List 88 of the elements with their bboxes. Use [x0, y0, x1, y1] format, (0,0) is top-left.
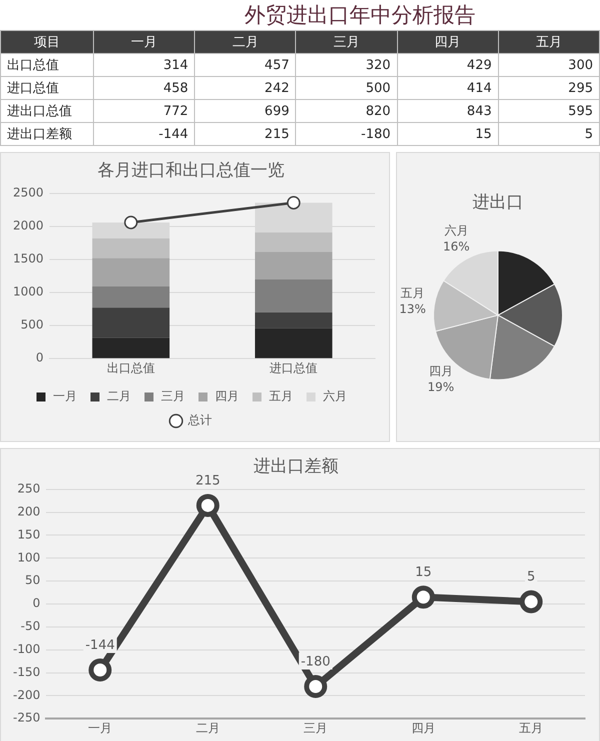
legend-label: 一月 [53, 389, 77, 404]
y-tick-label: 100 [17, 550, 40, 564]
x-tick-label: 三月 [304, 720, 328, 735]
series-label: 进出口总值 [0, 100, 94, 122]
bar [92, 338, 170, 358]
y-tick-label: 2500 [12, 186, 44, 200]
data-label: 595 [498, 100, 600, 122]
slice-label: 五月 [400, 286, 425, 300]
data-label: 458 [94, 76, 195, 100]
data-label: -144 [85, 638, 115, 653]
y-tick-label: 150 [17, 527, 40, 542]
legend-label: 六月 [323, 389, 347, 404]
x-tick-label: 四月 [411, 720, 436, 735]
bar [254, 328, 332, 358]
point [196, 494, 220, 517]
chart-title: 各月进口和出口总值一览 [98, 160, 284, 181]
data-label: 414 [397, 76, 498, 100]
bar [254, 232, 332, 252]
x-tick-label: 二月 [196, 720, 220, 735]
y-tick-label: -150 [13, 664, 40, 679]
bar [92, 308, 170, 338]
y-tick-label: 200 [17, 504, 40, 518]
data-label: 699 [194, 100, 296, 122]
y-tick-label: -50 [20, 619, 40, 634]
point [88, 658, 112, 682]
category-label: 一月 [94, 30, 195, 54]
y-tick-label: 1500 [12, 252, 44, 266]
legend-label: 总计 [187, 413, 212, 428]
data-label: 820 [296, 100, 398, 122]
y-tick-label: -200 [13, 688, 40, 702]
text: 外贸进出口年中分析报告 [244, 2, 476, 29]
data-label: 457 [194, 54, 296, 76]
category-label: 二月 [194, 30, 296, 54]
data-label: -180 [300, 654, 330, 670]
data-label: 320 [296, 54, 398, 76]
bar [254, 279, 332, 312]
series-label: 出口总值 [0, 54, 94, 76]
legend-label: 三月 [161, 389, 185, 404]
data-label: 15 [397, 122, 498, 146]
data-label: 242 [194, 76, 296, 100]
data-label: 15 [415, 565, 432, 580]
y-tick-label: 250 [17, 482, 40, 496]
data-label: 215 [195, 473, 220, 488]
y-tick-label: -100 [13, 642, 40, 656]
legend-label: 四月 [215, 389, 239, 404]
y-tick-label: 0 [32, 596, 40, 610]
y-tick-label: 0 [36, 350, 44, 365]
y-tick-label: 50 [24, 573, 40, 588]
data-label: 295 [498, 76, 600, 100]
series-label: 进口总值 [0, 76, 94, 100]
bar [92, 238, 170, 258]
point [412, 586, 435, 609]
data-label: 13% [399, 302, 426, 316]
data-label: 5 [526, 570, 536, 585]
data-label: 19% [427, 380, 454, 394]
data-label: -144 [94, 122, 195, 146]
x-tick-label: 五月 [519, 720, 544, 735]
y-tick-label: 2000 [12, 218, 44, 233]
series-label: 进出口差额 [0, 122, 94, 146]
legend-label: 二月 [107, 389, 131, 404]
data-label: 300 [498, 54, 600, 76]
chart-title: 进出口差额 [254, 456, 338, 477]
bar [92, 286, 170, 308]
data-label: 16% [442, 240, 470, 254]
data-label: 843 [397, 100, 498, 122]
legend-label: 五月 [269, 389, 293, 404]
bar [254, 252, 332, 280]
data-label: 215 [194, 122, 296, 146]
point [304, 675, 328, 698]
data-label: 500 [296, 76, 398, 100]
data-label: 429 [397, 54, 498, 76]
y-tick-label: 500 [20, 318, 44, 332]
x-tick-label: 一月 [88, 720, 112, 735]
bar [254, 312, 332, 328]
slice-label: 六月 [444, 224, 468, 238]
chart-title: 进出口 [472, 192, 524, 213]
data-label: 314 [94, 54, 195, 76]
text: 项目 [0, 30, 94, 54]
category-label: 四月 [397, 30, 498, 54]
y-tick-label: 1000 [12, 284, 44, 299]
data-label: -180 [296, 122, 398, 146]
data-label: 5 [498, 122, 600, 146]
category-label: 三月 [296, 30, 398, 54]
point [520, 590, 543, 614]
y-tick-label: -250 [13, 710, 40, 725]
category-label: 五月 [498, 30, 600, 54]
bar [92, 258, 170, 287]
data-label: 772 [94, 100, 195, 122]
